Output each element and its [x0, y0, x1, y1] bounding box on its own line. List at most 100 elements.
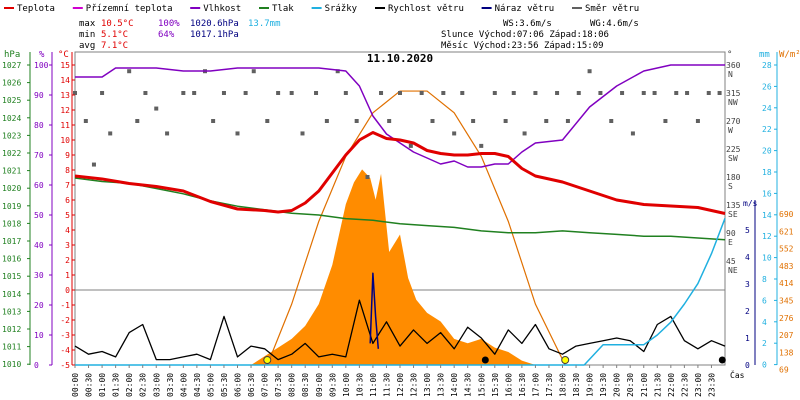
legend-label: Směr větru	[585, 4, 639, 14]
wind-dir-point	[235, 131, 240, 136]
wind-dir-point	[143, 90, 148, 95]
wind-dir-point	[685, 90, 690, 95]
wind-dir-point	[192, 90, 197, 95]
pct-tick-label: 80	[34, 121, 44, 130]
mm-tick-label: 2	[762, 339, 767, 348]
mm-tick-label: 14	[762, 211, 772, 220]
wind-dir-point	[522, 131, 527, 136]
wind-speed-line	[74, 299, 726, 361]
mm-tick-label: 10	[762, 254, 772, 263]
wind-dir-point	[408, 143, 413, 148]
pct-axis-label: %	[39, 50, 45, 60]
x-tick-label: 23:30	[707, 373, 716, 397]
hpa-tick-label: 1015	[2, 272, 21, 281]
wind-dir-point	[379, 90, 384, 95]
pct-tick-label: 40	[34, 241, 44, 250]
wind-dir-point	[314, 90, 319, 95]
hpa-tick-label: 1026	[2, 79, 21, 88]
x-tick-label: 20:00	[613, 373, 622, 397]
stats-temp: 7.1°C	[101, 41, 128, 51]
stats-moon: Měsíc Východ:23:56 Západ:15:09	[441, 41, 604, 51]
hpa-tick-label: 1022	[2, 149, 21, 158]
legend-label: Srážky	[325, 4, 358, 14]
temperature-line	[74, 131, 726, 215]
stats-hum: 64%	[158, 30, 175, 40]
wind-gust-line	[369, 272, 380, 349]
hpa-tick-label: 1017	[2, 237, 21, 246]
pct-tick-label: 30	[34, 271, 44, 280]
mm-tick-label: 0	[762, 361, 767, 370]
wind-dir-point	[460, 90, 465, 95]
wind-dir-point	[598, 90, 603, 95]
dir-tick-label: 180	[726, 173, 741, 182]
wind-dir-point	[652, 90, 657, 95]
x-tick-label: 13:30	[437, 373, 446, 397]
wind-dir-point	[430, 118, 435, 123]
dir-name-label: S	[728, 182, 733, 191]
wind-dir-point	[354, 118, 359, 123]
dir-tick-label: 135	[726, 201, 741, 210]
x-tick-label: 12:30	[410, 373, 419, 397]
wind-dir-point	[695, 118, 700, 123]
stats-wg: WG:4.6m/s	[590, 19, 639, 29]
wind-dir-point	[544, 118, 549, 123]
hpa-tick-label: 1012	[2, 325, 21, 334]
ms-axis-label: m/s	[743, 199, 758, 208]
wind-dir-point	[555, 90, 560, 95]
mm-tick-label: 18	[762, 168, 772, 177]
hpa-tick-label: 1018	[2, 219, 21, 228]
x-tick-label: 09:30	[328, 373, 337, 397]
hpa-tick-label: 1010	[2, 360, 21, 369]
dir-name-label: SE	[728, 210, 738, 219]
dir-name-label: NE	[728, 266, 738, 275]
hpa-tick-label: 1014	[2, 290, 21, 299]
x-tick-label: 11:30	[382, 373, 391, 397]
wind-dir-point	[324, 118, 329, 123]
degc-tick-label: 1	[65, 271, 70, 280]
dir-axis-label: °	[727, 50, 732, 60]
hpa-tick-label: 1025	[2, 96, 21, 105]
legend-label: Teplota	[17, 4, 55, 14]
wind-dir-point	[706, 90, 711, 95]
stats-ws: WS:3.6m/s	[503, 19, 552, 29]
wind-dir-point	[398, 90, 402, 95]
wind-dir-point	[335, 69, 340, 74]
sunrise-marker	[263, 356, 272, 364]
axes-layer: hPa1027102610251024102310221021102010191…	[2, 50, 800, 397]
hpa-tick-label: 1020	[2, 184, 21, 193]
dir-tick-label: 90	[726, 229, 736, 238]
wm2-tick-label: 621	[779, 227, 794, 236]
degc-tick-label: 14	[60, 76, 70, 85]
mm-tick-label: 12	[762, 232, 772, 241]
x-tick-label: 21:00	[640, 373, 649, 397]
pct-tick-label: 0	[34, 361, 39, 370]
x-tick-label: 22:30	[680, 373, 689, 397]
stats-row-label: avg	[79, 41, 95, 51]
degc-tick-label: -3	[60, 331, 70, 340]
degc-tick-label: 4	[65, 226, 70, 235]
legend-label: Vlhkost	[203, 4, 241, 14]
x-tick-label: 14:00	[450, 373, 459, 397]
x-tick-label: 08:30	[301, 373, 310, 397]
degc-tick-label: 10	[60, 136, 70, 145]
wind-dir-point	[73, 90, 77, 95]
mm-tick-label: 20	[762, 147, 772, 156]
stats-press: 1017.1hPa	[190, 30, 239, 40]
wind-dir-point	[91, 162, 96, 167]
legend-label: Tlak	[272, 4, 294, 14]
wind-dir-point	[620, 90, 625, 95]
x-tick-label: 10:30	[355, 373, 364, 397]
degc-tick-label: -5	[60, 361, 70, 370]
mm-tick-label: 24	[762, 104, 772, 113]
wind-dir-point	[221, 90, 226, 95]
humidity-line	[75, 64, 725, 168]
x-axis-label: Čas	[730, 369, 745, 380]
x-tick-label: 02:00	[125, 373, 134, 397]
pressure-line	[74, 177, 726, 241]
x-tick-label: 00:30	[85, 373, 94, 397]
legend-label: Náraz větru	[495, 4, 555, 14]
wind-dir-point	[717, 90, 722, 95]
hpa-tick-label: 1027	[2, 61, 21, 70]
degc-tick-label: -2	[60, 316, 70, 325]
x-tick-label: 11:00	[369, 373, 378, 397]
